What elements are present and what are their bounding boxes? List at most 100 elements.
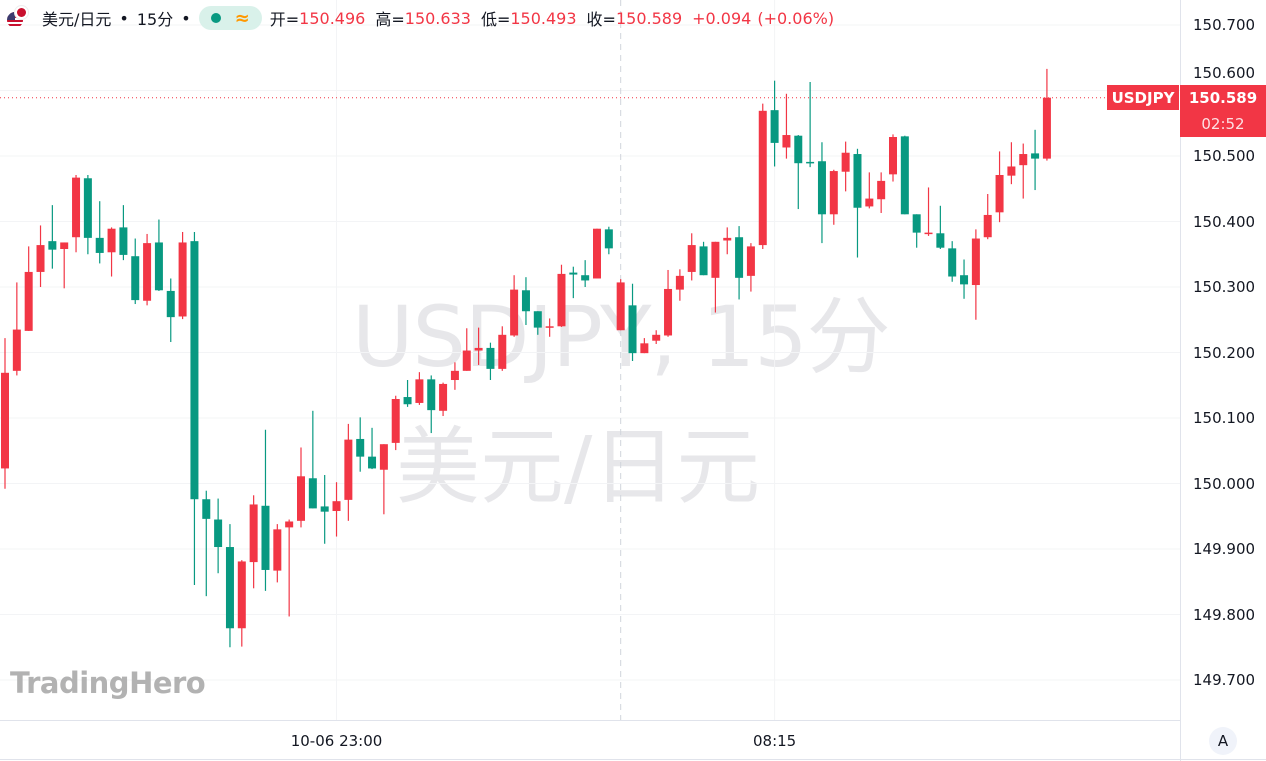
candle-body-up <box>640 343 649 354</box>
price-axis-label: 150.000 <box>1193 474 1256 493</box>
candle-body-up <box>877 180 886 200</box>
candle-body-up <box>178 242 187 317</box>
candle-body-up <box>889 137 897 175</box>
candle-body-up <box>12 329 21 371</box>
open-label: 开= <box>269 10 300 29</box>
low-label: 低= <box>480 10 511 29</box>
candle-body-down <box>770 110 779 143</box>
candle-body-up <box>391 399 400 443</box>
candle-body-up <box>652 334 661 341</box>
high-value: 150.633 <box>404 8 471 28</box>
candle-body-down <box>190 241 199 500</box>
candle-body-up <box>924 232 933 235</box>
candle-body-up <box>758 110 767 246</box>
candle-body-up <box>273 529 282 571</box>
usd-jpy-flag-icon <box>6 6 30 30</box>
candle-body-up <box>237 561 246 629</box>
candle-body-up <box>616 282 625 331</box>
candle-body-down <box>628 305 637 354</box>
candle-body-up <box>285 521 294 528</box>
price-axis-label: 150.300 <box>1193 278 1256 296</box>
price-axis-label: 150.700 <box>1193 16 1256 34</box>
candle-body-up <box>450 370 459 381</box>
candle-body-up <box>439 383 448 411</box>
candle-body-down <box>948 248 957 277</box>
candle-body-down <box>119 227 128 255</box>
candle-body-up <box>829 171 838 215</box>
price-axis-label: 150.600 <box>1193 64 1256 82</box>
close-value: 150.589 <box>615 8 683 28</box>
candle-body-up <box>344 439 353 500</box>
candle-body-up <box>24 271 33 331</box>
candle-body-up <box>557 273 566 327</box>
candle-body-down <box>48 241 57 250</box>
legend-header: 美元/日元 • 15分 • ≈ 开= 150.496 高= 150.633 低= 15… <box>6 5 840 31</box>
candle-body-up <box>1 372 9 469</box>
candle-body-up <box>545 326 554 328</box>
interval[interactable]: 15分 <box>136 10 174 29</box>
candle-body-down <box>912 214 921 233</box>
candle-body-up <box>1019 154 1028 166</box>
symbol-price-tag: USDJPY <box>1107 85 1179 110</box>
candle-body-down <box>154 242 163 291</box>
candle-body-down <box>131 256 140 301</box>
candle-body-down <box>403 397 412 405</box>
candle-body-down <box>1031 153 1040 159</box>
candle-body-down <box>166 290 175 318</box>
open-value: 150.496 <box>299 8 366 28</box>
candle-body-down <box>960 275 969 285</box>
candle-body-down <box>794 135 803 164</box>
candle-body-down <box>900 136 909 215</box>
time-axis-label: 10-06 23:00 <box>290 732 383 750</box>
symbol-name[interactable]: 美元/日元 <box>42 10 112 29</box>
price-axis-label: 149.700 <box>1193 671 1256 689</box>
candle-body-down <box>604 229 613 249</box>
candle-body-up <box>782 135 791 148</box>
price-axis-label: 150.100 <box>1193 409 1256 427</box>
candle-body-up <box>841 152 850 172</box>
candle-body-up <box>379 444 388 470</box>
price-axis-label: 149.800 <box>1193 605 1256 624</box>
candle-body-up <box>723 237 732 241</box>
last-price-tag: 150.589 <box>1180 85 1266 110</box>
candle-body-up <box>462 350 471 371</box>
candle-body-down <box>936 233 945 248</box>
market-status-pill[interactable]: ≈ <box>198 6 262 30</box>
candle-body-up <box>72 177 81 238</box>
separator: • <box>181 8 191 28</box>
candle-body-up <box>498 334 507 369</box>
tradinghero-logo: TradingHero <box>10 666 206 700</box>
auto-scale-button[interactable]: A <box>1209 727 1237 755</box>
candle-body-up <box>746 246 755 276</box>
candle-body-down <box>486 347 495 369</box>
close-label: 收= <box>586 10 616 29</box>
candle-body-up <box>971 238 980 286</box>
candle-body-down <box>699 246 708 276</box>
candle-body-up <box>297 476 305 521</box>
candle-body-up <box>474 347 483 351</box>
candle-body-up <box>865 198 874 207</box>
candle-body-up <box>675 275 684 290</box>
candle-body-down <box>817 161 826 215</box>
price-axis-label: 150.200 <box>1193 343 1256 362</box>
change-percent: (+0.06%) <box>757 8 835 28</box>
price-axis-label: 150.400 <box>1193 212 1256 231</box>
candle-body-up <box>983 214 992 238</box>
candle-body-down <box>521 290 530 312</box>
candle-body-down <box>806 161 815 164</box>
price-axis-label: 150.500 <box>1193 147 1256 165</box>
candle-body-down <box>533 311 542 328</box>
candle-body-down <box>427 379 436 411</box>
candle-body-down <box>202 499 211 519</box>
candle-body-down <box>83 178 92 238</box>
watermark-name: 美元/日元 <box>396 418 761 516</box>
candle-body-down <box>368 456 377 469</box>
candle-body-down <box>225 547 234 629</box>
candle-body-up <box>664 288 673 336</box>
candle-body-up <box>510 289 519 336</box>
bar-countdown: 02:52 <box>1180 110 1266 137</box>
separator: • <box>119 8 129 28</box>
candle-body-down <box>308 478 317 509</box>
candle-body-down <box>320 506 329 512</box>
